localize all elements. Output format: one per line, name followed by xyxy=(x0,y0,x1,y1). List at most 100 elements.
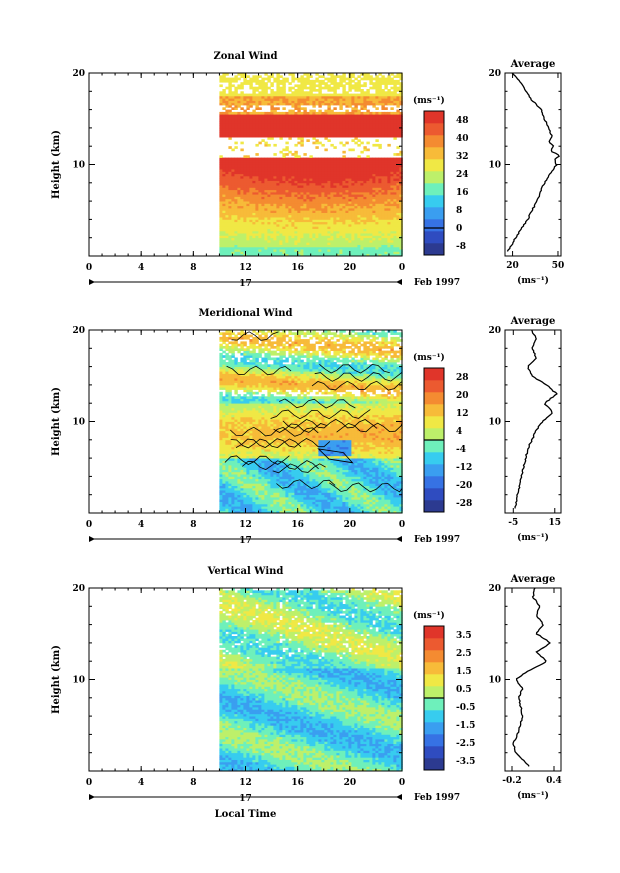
heat-cell xyxy=(240,171,244,175)
heat-cell xyxy=(384,233,388,236)
heat-cell xyxy=(225,201,229,204)
heat-cell xyxy=(243,121,247,124)
heat-cell xyxy=(399,221,403,225)
heat-cell xyxy=(246,403,250,406)
heat-cell xyxy=(270,214,274,218)
heat-cell xyxy=(399,237,403,241)
heat-cell xyxy=(306,203,310,207)
heat-cell xyxy=(228,336,232,340)
heat-cell xyxy=(228,123,232,126)
heat-cell xyxy=(375,164,379,168)
heat-cell xyxy=(390,253,394,257)
heat-cell xyxy=(246,497,250,500)
heat-cell xyxy=(312,159,316,163)
heat-cell xyxy=(363,121,367,124)
heat-cell xyxy=(228,446,232,450)
heat-cell xyxy=(324,77,328,81)
heat-cell xyxy=(267,208,271,211)
heat-cell xyxy=(399,201,403,204)
heat-cell xyxy=(222,189,226,193)
heat-cell xyxy=(351,79,355,83)
heat-cell xyxy=(324,196,328,200)
heat-cell xyxy=(312,233,316,236)
heat-cell xyxy=(231,419,235,422)
heat-cell xyxy=(384,121,388,124)
heat-cell xyxy=(255,95,259,99)
heat-cell xyxy=(336,162,340,165)
heat-cell xyxy=(219,435,223,438)
heat-cell xyxy=(366,98,370,101)
heat-cell xyxy=(282,86,286,90)
heat-cell xyxy=(363,196,367,200)
heat-cell xyxy=(264,210,268,213)
heat-cell xyxy=(300,196,304,200)
heat-cell xyxy=(234,205,238,209)
heat-cell xyxy=(351,175,355,179)
heat-cell xyxy=(387,246,391,250)
heat-cell xyxy=(249,228,253,232)
heat-cell xyxy=(225,114,229,117)
heat-cell xyxy=(246,244,250,248)
heat-cell xyxy=(246,240,250,243)
heat-cell xyxy=(264,175,268,179)
heat-cell xyxy=(378,159,382,163)
heat-cell xyxy=(252,95,256,99)
heat-cell xyxy=(267,127,271,131)
heat-cell xyxy=(228,428,232,432)
heat-cell xyxy=(366,114,370,117)
heat-cell xyxy=(276,210,280,213)
heat-cell xyxy=(222,448,226,452)
heat-cell xyxy=(252,244,256,248)
heat-cell xyxy=(297,159,301,163)
heat-cell xyxy=(279,253,283,257)
heat-cell xyxy=(231,426,235,429)
heat-cell xyxy=(243,400,247,404)
heat-cell xyxy=(234,201,238,204)
heat-cell xyxy=(357,130,361,133)
heat-cell xyxy=(384,226,388,229)
heat-cell xyxy=(303,253,307,257)
heat-cell xyxy=(372,208,376,211)
heat-cell xyxy=(300,221,304,225)
heat-cell xyxy=(330,123,334,126)
heat-cell xyxy=(300,240,304,243)
heat-cell xyxy=(351,212,355,216)
heat-cell xyxy=(249,217,253,220)
heat-cell xyxy=(225,98,229,101)
heat-cell xyxy=(252,228,256,232)
heat-cell xyxy=(243,123,247,126)
heat-cell xyxy=(363,230,367,234)
heat-cell xyxy=(369,226,373,229)
heat-cell xyxy=(282,125,286,129)
heat-cell xyxy=(231,336,235,340)
heat-cell xyxy=(354,121,358,124)
heat-cell xyxy=(363,84,367,88)
heat-cell xyxy=(306,224,310,227)
heat-cell xyxy=(282,240,286,243)
heat-cell xyxy=(279,91,283,94)
heat-cell xyxy=(312,98,316,101)
heat-cell xyxy=(249,116,253,120)
heat-cell xyxy=(327,217,331,220)
heat-cell xyxy=(384,93,388,97)
heat-cell xyxy=(270,100,274,104)
heat-cell xyxy=(306,86,310,90)
heat-cell xyxy=(282,201,286,204)
heat-cell xyxy=(228,403,232,406)
heat-cell xyxy=(228,196,232,200)
heat-cell xyxy=(363,178,367,181)
heat-cell xyxy=(258,198,262,202)
heat-cell xyxy=(279,166,283,170)
heat-cell xyxy=(357,134,361,138)
heat-cell xyxy=(375,226,379,229)
heat-cell xyxy=(354,159,358,163)
heat-cell xyxy=(345,187,349,191)
heat-cell xyxy=(258,175,262,179)
heat-cell xyxy=(363,191,367,195)
heat-cell xyxy=(387,100,391,104)
heat-cell xyxy=(309,114,313,117)
heat-cell xyxy=(237,191,241,195)
heat-cell xyxy=(351,173,355,177)
heat-cell xyxy=(231,467,235,470)
